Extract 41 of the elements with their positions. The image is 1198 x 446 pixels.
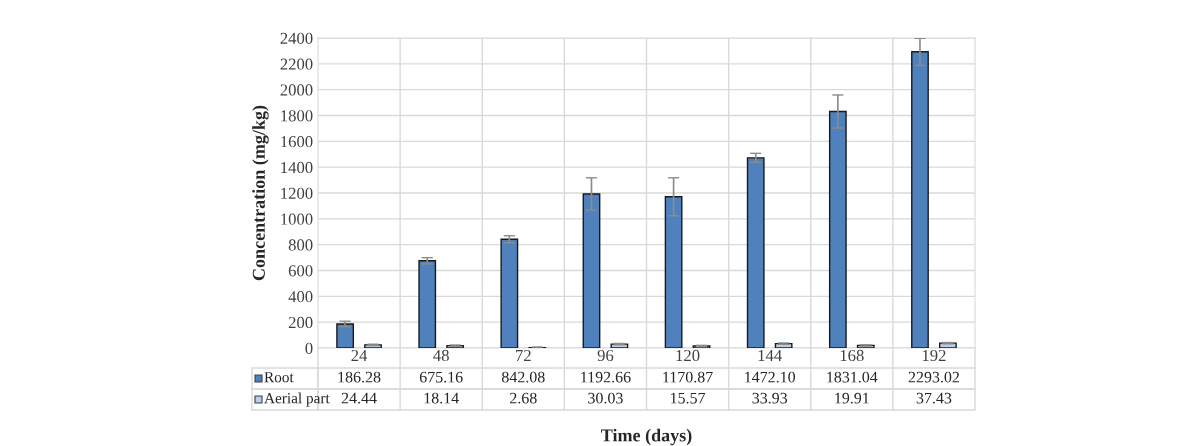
text: 30.03 [588,392,623,404]
text: 675.16 [419,371,463,383]
x-tick-label: 192 [922,349,946,362]
text: 18.14 [424,392,459,404]
legend-label: Root [264,372,294,383]
y-tick-label: 1200 [281,187,313,199]
text: 37.43 [916,392,952,404]
y-tick-label: 600 [288,265,313,277]
y-tick-label: 0 [305,342,313,354]
y-tick-label: 2200 [280,58,313,70]
text: 33.93 [752,392,788,404]
x-tick-label: 72 [516,349,531,361]
text: 1192.66 [581,371,631,383]
text: 2.68 [510,392,537,404]
x-tick-label: 120 [676,349,700,362]
y-tick-label: 2400 [280,32,313,44]
y-tick-label: 1400 [281,161,313,174]
y-tick-label: 1800 [281,110,313,122]
text: 842.08 [501,371,545,383]
text: 19.91 [835,392,869,404]
y-axis-title: Concentration (mg/kg) [252,105,269,281]
y-tick-label: 1600 [281,136,313,148]
y-tick-label: 2000 [280,84,313,96]
y-tick-label: 400 [288,291,313,303]
x-tick-label: 96 [597,349,614,362]
text: 15.57 [671,392,706,404]
text: 1831.04 [827,371,878,383]
x-axis-title: Time (days) [601,428,692,446]
text: 1170.87 [663,371,713,383]
y-tick-label: 200 [288,316,313,329]
text: 186.28 [338,371,381,383]
text: 24.44 [341,392,377,404]
y-tick-label: 1000 [281,213,313,225]
legend-label: Aerial part [264,392,330,407]
x-tick-label: 168 [840,349,864,362]
y-tick-label: 800 [288,239,313,251]
x-tick-label: 24 [351,349,368,361]
x-tick-label: 144 [758,349,782,361]
text: 1472.10 [745,371,796,383]
x-tick-label: 48 [433,349,449,362]
text: 2293.02 [908,371,960,383]
